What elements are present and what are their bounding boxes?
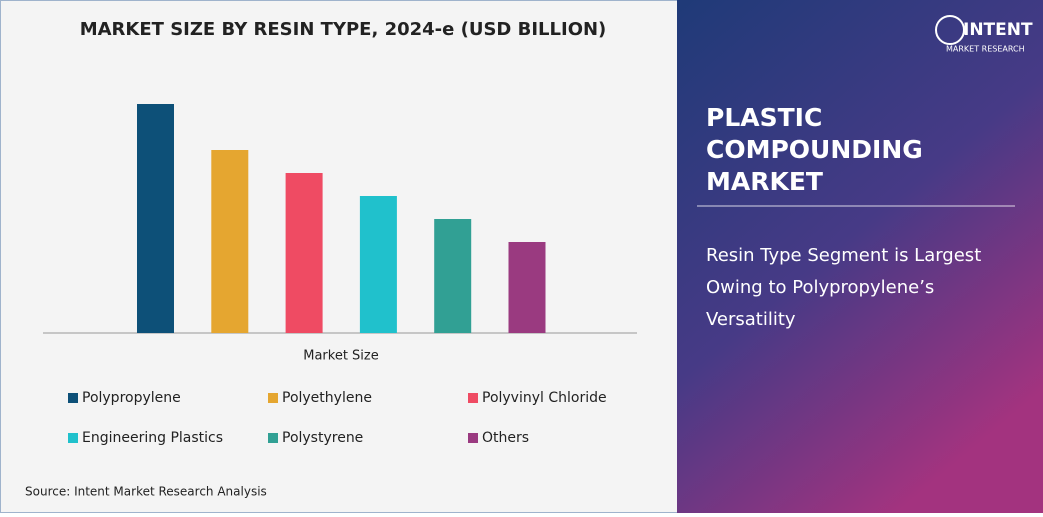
logo-tagline: MARKET RESEARCH [946, 45, 1025, 54]
legend-swatch [68, 393, 78, 403]
panel-text: Versatility [706, 309, 796, 330]
panel-title: PLASTIC [706, 103, 822, 132]
chart-title: MARKET SIZE BY RESIN TYPE, 2024-e (USD B… [80, 19, 607, 40]
bar [137, 104, 174, 333]
bar [434, 219, 472, 333]
bar [359, 196, 397, 333]
bar [508, 242, 546, 333]
legend-label: Polyethylene [282, 390, 372, 406]
legend-label: Polyvinyl Chloride [482, 390, 607, 406]
panel-text: Resin Type Segment is Largest [706, 245, 981, 266]
source: Source: Intent Market Research Analysis [25, 485, 267, 499]
legend-swatch [268, 433, 278, 443]
panel-title: MARKET [706, 167, 823, 196]
panel-title: COMPOUNDING [706, 135, 923, 164]
bar [211, 150, 249, 333]
legend-swatch [468, 393, 478, 403]
legend-swatch [68, 433, 78, 443]
logo-icon [935, 15, 965, 45]
legend-label: Polypropylene [82, 390, 181, 406]
logo-name: INTENT [963, 20, 1033, 40]
bar [285, 173, 323, 333]
info-panel [677, 0, 1043, 513]
legend-label: Polystyrene [282, 430, 363, 446]
legend-label: Engineering Plastics [82, 430, 223, 446]
legend-label: Others [482, 430, 529, 446]
legend-swatch [468, 433, 478, 443]
legend-swatch [268, 393, 278, 403]
x-tick-label: Market Size [303, 349, 379, 364]
panel-text: Owing to Polypropylene’s [706, 277, 934, 298]
